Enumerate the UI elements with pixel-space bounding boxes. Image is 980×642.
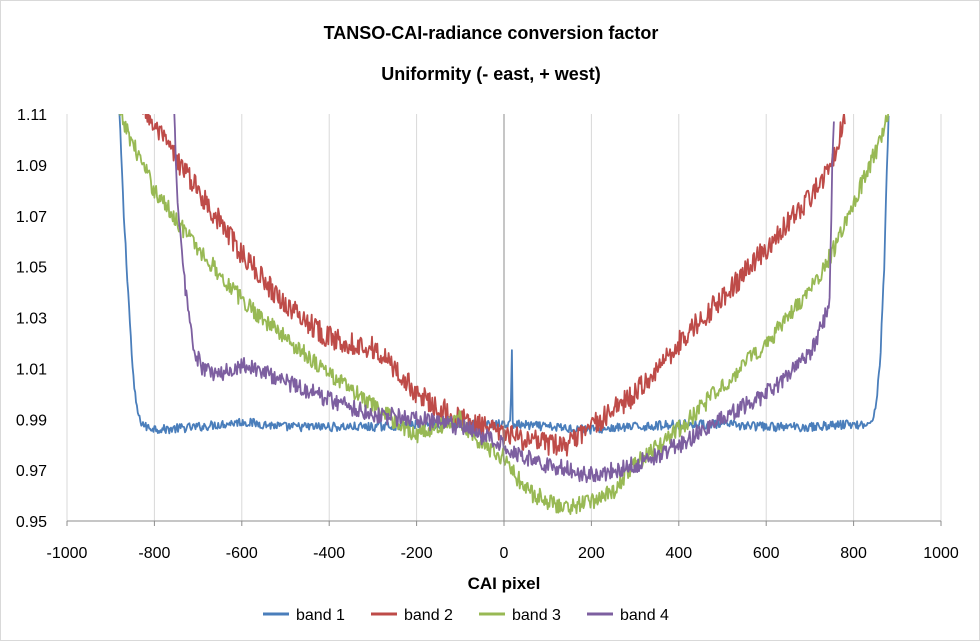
legend-label-band-1: band 1 — [296, 607, 345, 624]
x-tick-label: -1000 — [47, 545, 88, 562]
y-tick-label: 1.05 — [16, 260, 47, 277]
x-tick-label: 800 — [840, 545, 867, 562]
legend-label-band-3: band 3 — [512, 607, 561, 624]
x-tick-label: -400 — [313, 545, 345, 562]
y-tick-labels: 0.95 0.97 0.99 1.01 1.03 1.05 1.07 1.09 1.11 — [16, 107, 47, 531]
x-tick-label: 600 — [753, 545, 780, 562]
x-tick-labels: -1000 -800 -600 -400 -200 0 200 400 600 800 1000 — [47, 521, 959, 562]
x-tick-label: 400 — [665, 545, 692, 562]
gridlines — [66, 114, 942, 521]
x-tick-label: -600 — [226, 545, 258, 562]
y-tick-label: 0.97 — [16, 463, 47, 480]
y-tick-label: 0.95 — [16, 514, 47, 531]
x-tick-label: -800 — [138, 545, 170, 562]
y-tick-label: 1.07 — [16, 209, 47, 226]
y-tick-label: 1.11 — [17, 107, 47, 124]
x-axis-label: CAI pixel — [468, 574, 541, 593]
x-tick-label: -200 — [401, 545, 433, 562]
y-tick-label: 1.01 — [16, 361, 47, 378]
x-tick-label: 1000 — [923, 545, 959, 562]
series-line-band-2 — [142, 114, 846, 457]
x-tick-label: 200 — [578, 545, 605, 562]
legend-label-band-2: band 2 — [404, 607, 453, 624]
y-tick-label: 1.09 — [16, 158, 47, 175]
chart-subtitle: Uniformity (- east, + west) — [381, 64, 601, 84]
y-tick-label: 1.03 — [16, 311, 47, 328]
chart-title: TANSO-CAI-radiance conversion factor — [324, 23, 659, 43]
legend: band 1 band 2 band 3 band 4 — [263, 607, 669, 624]
y-tick-label: 0.99 — [16, 412, 47, 429]
x-tick-label: 0 — [500, 545, 509, 562]
legend-label-band-4: band 4 — [620, 607, 669, 624]
